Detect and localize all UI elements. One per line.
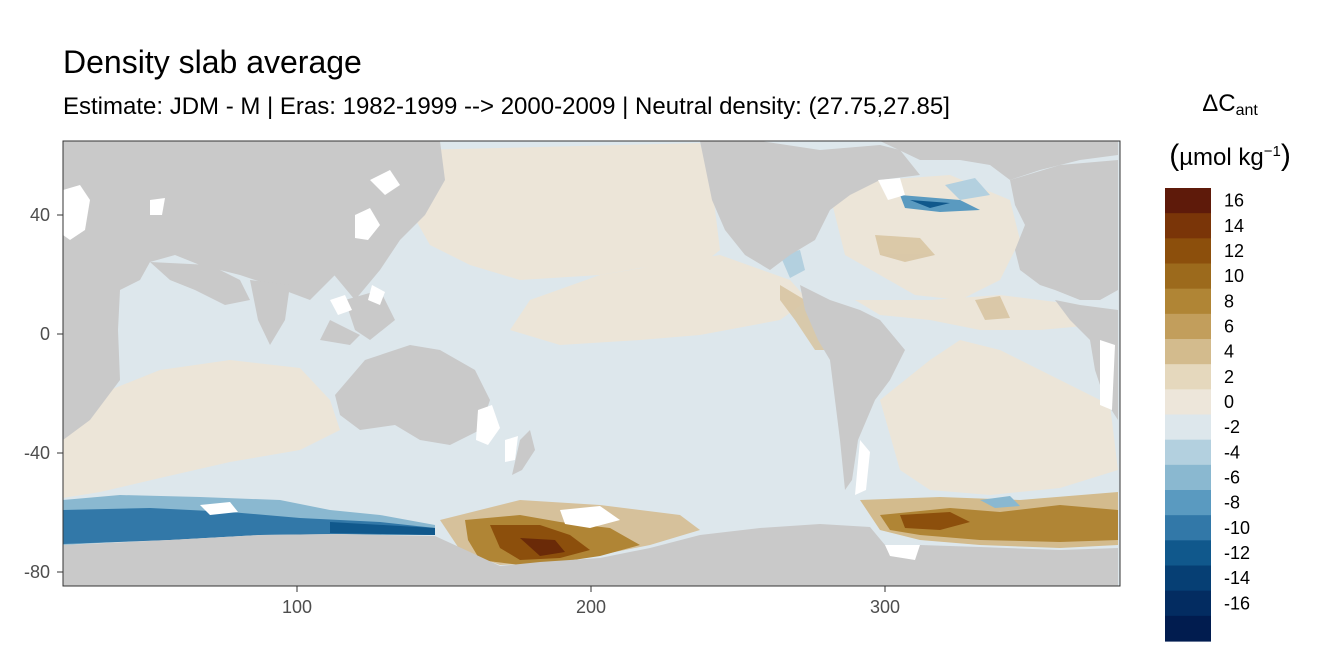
legend-swatch (1165, 414, 1211, 441)
x-tick-label: 100 (282, 597, 312, 617)
legend-swatch (1165, 213, 1211, 239)
ocean-moderate-positive (780, 235, 1010, 350)
legend-swatch (1165, 389, 1211, 416)
legend-tick-label: 12 (1224, 241, 1244, 261)
legend-swatch (1165, 565, 1211, 592)
legend-tick-label: 6 (1224, 316, 1234, 336)
legend-tick-label: -12 (1224, 543, 1250, 563)
legend-tick-label: 16 (1224, 191, 1244, 211)
legend-swatch (1165, 313, 1211, 340)
legend-swatch (1165, 238, 1211, 265)
legend-unit: µmol kg (1179, 144, 1264, 171)
legend-tick-label: 14 (1224, 216, 1244, 236)
legend-unit-close: ) (1280, 139, 1291, 172)
ocean-positive-regions (63, 143, 1118, 498)
legend-symbol-subscript: ant (1235, 102, 1258, 119)
legend-swatch (1165, 439, 1211, 466)
legend-title-unit: (µmol kg−1) (1140, 134, 1320, 176)
map-title: Density slab average (63, 44, 362, 80)
legend-tick-label: -16 (1224, 593, 1250, 613)
y-tick-label: 0 (40, 324, 50, 344)
land-masses (63, 141, 1118, 586)
legend-swatch (1165, 263, 1211, 290)
y-tick-label: -80 (24, 562, 50, 582)
legend-swatch (1165, 590, 1211, 617)
missing-data-patches (63, 170, 1115, 560)
legend-unit-exponent: −1 (1263, 143, 1281, 160)
legend-swatch (1165, 490, 1211, 516)
legend-tick-label: -8 (1224, 493, 1240, 513)
legend-swatch (1165, 615, 1211, 642)
legend-swatch (1165, 188, 1211, 214)
map-panel (63, 141, 1120, 586)
legend-tick-label: 4 (1224, 342, 1234, 362)
y-tick-label: -40 (24, 443, 50, 463)
legend-title-symbol: ΔCant (1140, 86, 1320, 129)
legend-colorbar: 16 14 12 10 8 6 4 2 0 -2 -4 -6 -8 -10 -12 -14 -16 (1165, 188, 1250, 642)
legend-swatch (1165, 515, 1211, 541)
legend-tick-label: -14 (1224, 568, 1250, 588)
legend-tick-label: -4 (1224, 442, 1240, 462)
legend-tick-label: -6 (1224, 467, 1240, 487)
legend-tick-label: 8 (1224, 291, 1234, 311)
map-subtitle: Estimate: JDM - M | Eras: 1982-1999 --> … (63, 93, 950, 120)
legend-symbol: ΔC (1202, 90, 1236, 117)
x-tick-label: 300 (870, 597, 900, 617)
legend-swatch (1165, 464, 1211, 491)
legend-swatch (1165, 339, 1211, 365)
legend-tick-label: -10 (1224, 518, 1250, 538)
legend-tick-label: 0 (1224, 392, 1234, 412)
legend-tick-label: 10 (1224, 266, 1244, 286)
legend-tick-label: 2 (1224, 367, 1234, 387)
y-tick-label: 40 (30, 205, 50, 225)
legend-swatch (1165, 540, 1211, 567)
legend-unit-open: ( (1169, 139, 1180, 172)
legend-swatch (1165, 288, 1211, 315)
legend-swatch (1165, 364, 1211, 390)
x-axis: 100 200 300 (282, 586, 900, 617)
x-tick-label: 200 (576, 597, 606, 617)
legend-tick-label: -2 (1224, 417, 1240, 437)
y-axis: 40 0 -40 -80 (24, 205, 63, 582)
southern-ocean-positive (440, 492, 1118, 565)
